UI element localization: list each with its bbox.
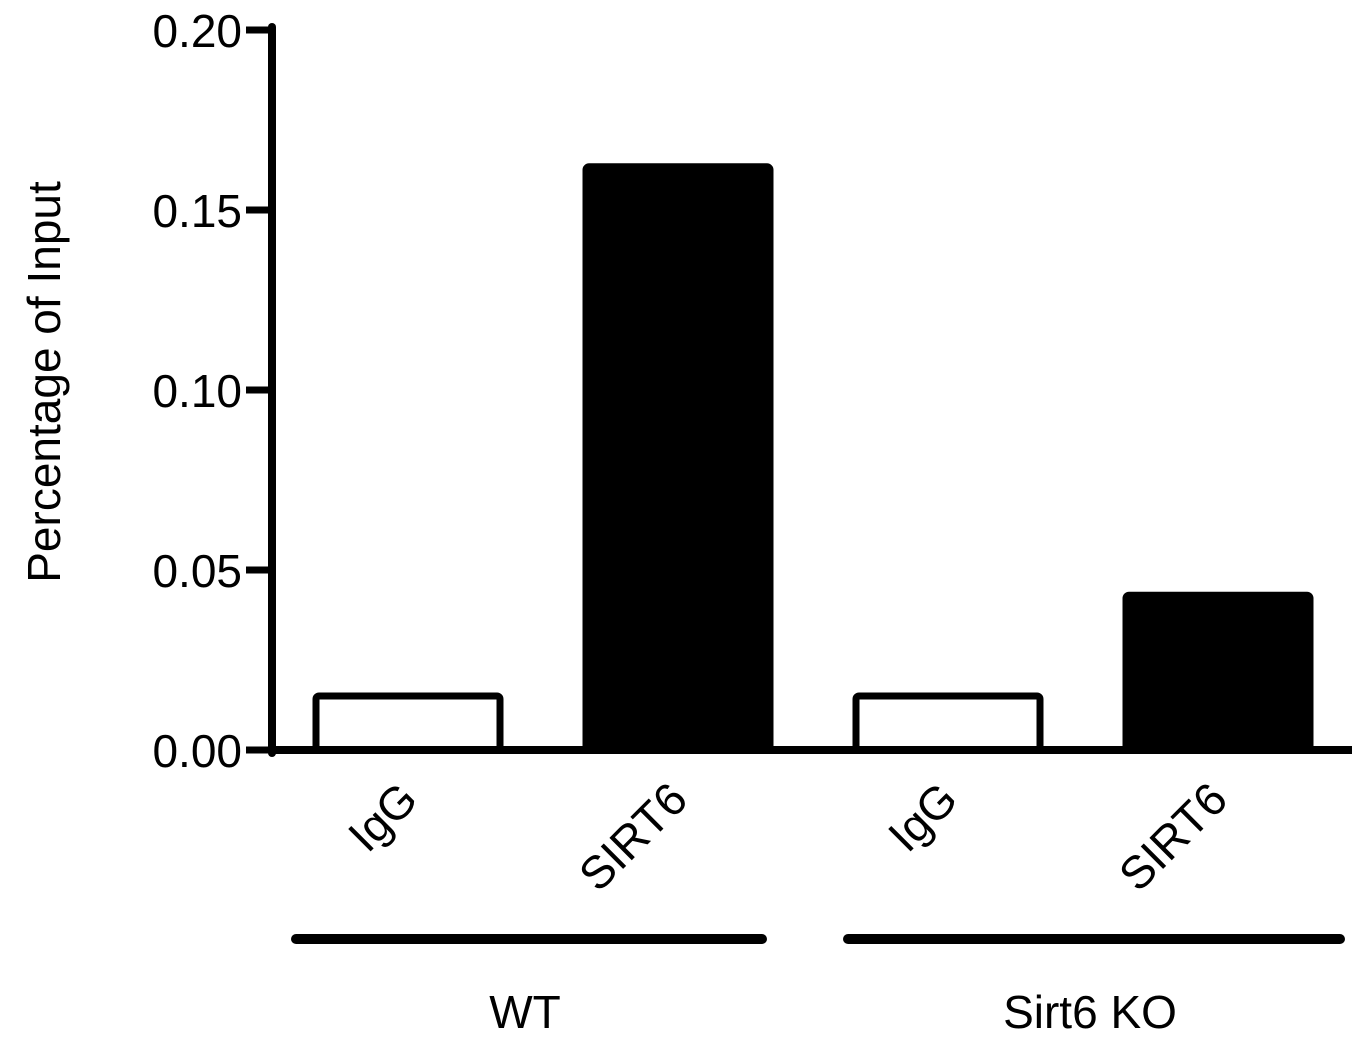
bar-sirt6-1 — [582, 163, 774, 754]
y-tick-label: 0.05 — [152, 545, 242, 597]
y-axis-title: Percentage of Input — [18, 181, 70, 583]
bar-igg-2 — [852, 692, 1044, 754]
category-label: IgG — [338, 772, 427, 861]
group-label: WT — [489, 986, 561, 1038]
y-tick-label: 0.10 — [152, 365, 242, 417]
group-label: Sirt6 KO — [1003, 986, 1177, 1038]
category-label: SIRT6 — [1109, 772, 1237, 900]
category-label: IgG — [878, 772, 967, 861]
y-tick-label: 0.20 — [152, 5, 242, 57]
bar-sirt6-3 — [1122, 591, 1314, 754]
y-tick-label: 0.15 — [152, 185, 242, 237]
y-tick-label: 0.00 — [152, 725, 242, 777]
category-label: SIRT6 — [569, 772, 697, 900]
bar-igg-0 — [312, 692, 504, 754]
plot-area: 0.00 0.05 0.10 0.15 0.20 IgG SIRT6 IgG SIRT6 WT Si… — [152, 5, 1352, 1038]
